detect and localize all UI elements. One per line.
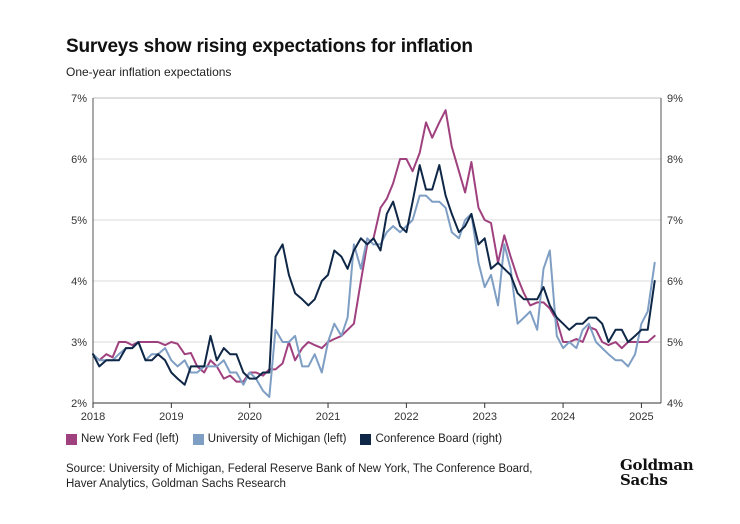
x-tick-label: 2025	[629, 411, 653, 423]
conference-board-line	[92, 164, 656, 386]
y-tick-label-right: 4%	[667, 398, 683, 410]
legend-item-conference-board: Conference Board (right)	[360, 433, 502, 445]
source-line: Source: University of Michigan, Federal …	[66, 463, 533, 475]
y-tick-label-right: 5%	[667, 337, 683, 349]
logo-line: Sachs	[620, 471, 668, 489]
y-tick-label-left: 2%	[71, 398, 87, 410]
plot-frame	[92, 97, 662, 404]
y-axis-left: 2% 3% 4% 5% 6% 7%	[71, 93, 87, 410]
y-tick-label-left: 3%	[71, 337, 87, 349]
y-tick-label-right: 6%	[667, 276, 683, 288]
x-tick-label: 2018	[81, 411, 105, 423]
legend-item-ny-fed: New York Fed (left)	[66, 433, 179, 445]
michigan-line	[92, 194, 656, 398]
legend-swatch	[360, 433, 372, 445]
chart-title: Surveys show rising expectations for inf…	[66, 36, 473, 57]
legend-label: University of Michigan (left)	[207, 433, 347, 445]
legend-item-michigan: University of Michigan (left)	[192, 433, 347, 445]
y-axis-right: 4% 5% 6% 7% 8% 9%	[667, 93, 683, 410]
legend-swatch	[192, 433, 204, 445]
x-axis: 2018 2019 2020 2021 2022 2023 2024 2025	[81, 403, 654, 423]
series-lines	[92, 109, 656, 398]
y-tick-label-left: 4%	[71, 276, 87, 288]
legend-label: New York Fed (left)	[81, 433, 179, 445]
legend-label: Conference Board (right)	[375, 433, 503, 445]
x-tick-label: 2020	[237, 411, 261, 423]
x-tick-label: 2023	[472, 411, 496, 423]
y-tick-label-left: 6%	[71, 154, 87, 166]
y-tick-label-left: 5%	[71, 215, 87, 227]
source-line: Haver Analytics, Goldman Sachs Research	[66, 478, 286, 490]
y-tick-label-right: 9%	[667, 93, 683, 105]
y-tick-label-left: 7%	[71, 93, 87, 105]
chart-subtitle: One-year inflation expectations	[66, 65, 232, 79]
source-note: Source: University of Michigan, Federal …	[66, 462, 586, 492]
ny-fed-line	[92, 109, 656, 383]
gridlines	[93, 158, 661, 343]
y-tick-label-right: 8%	[667, 154, 683, 166]
x-tick-label: 2019	[159, 411, 183, 423]
goldman-sachs-logo: Goldman Sachs	[620, 456, 694, 489]
logo-line: Goldman	[620, 456, 694, 474]
x-tick-label: 2021	[316, 411, 340, 423]
legend-swatch	[66, 433, 77, 445]
x-tick-label: 2022	[394, 411, 418, 423]
legend: New York Fed (left) University of Michig…	[66, 433, 502, 445]
x-tick-label: 2024	[551, 411, 575, 423]
y-tick-label-right: 7%	[667, 215, 683, 227]
